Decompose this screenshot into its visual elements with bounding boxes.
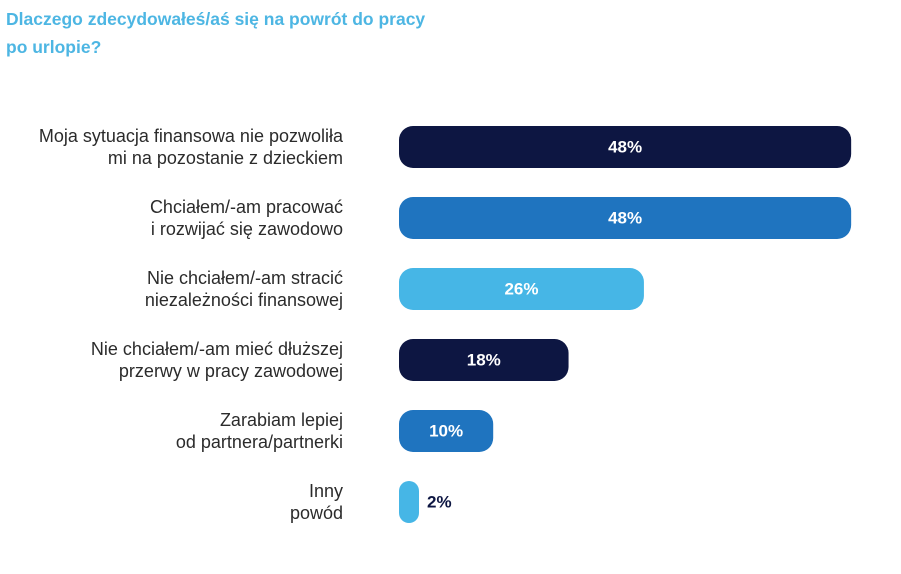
bar [399, 339, 569, 381]
category-label-line: Zarabiam lepiej [220, 410, 343, 430]
bar-row: 2% Inny powód [290, 481, 452, 523]
bar [399, 197, 852, 239]
bar-row: 18% Nie chciałem/-am mieć dłuższej przerwy… [91, 339, 569, 381]
bar-value-label: 48% [608, 209, 642, 228]
bar-row: 10% Zarabiam lepiej od partnera/partnerki [176, 410, 494, 452]
bar-value-label: 18% [467, 351, 501, 370]
category-label: Moja sytuacja finansowa nie pozwoliła mi … [39, 126, 344, 168]
bar-value-label: 2% [427, 493, 452, 512]
bar-row: 26% Nie chciałem/-am stracić niezależności… [145, 268, 644, 310]
category-label: Inny powód [290, 481, 343, 523]
category-label-line: Chciałem/-am pracować [150, 197, 343, 217]
bar [399, 410, 494, 452]
category-label-line: powód [290, 503, 343, 523]
bar-value-label: 10% [429, 422, 463, 441]
category-label-line: przerwy w pracy zawodowej [119, 361, 343, 381]
category-label-line: mi na pozostanie z dzieckiem [108, 148, 343, 168]
category-label-line: Nie chciałem/-am mieć dłuższej [91, 339, 343, 359]
category-label-line: od partnera/partnerki [176, 432, 343, 452]
category-label-line: Inny [309, 481, 343, 501]
category-label: Zarabiam lepiej od partnera/partnerki [176, 410, 343, 452]
bar [399, 126, 852, 168]
bar-row: 48% Moja sytuacja finansowa nie pozwoliła… [39, 126, 852, 168]
chart-title: Dlaczego zdecydowałeś/aś się na powrót d… [6, 9, 426, 57]
bar [399, 481, 419, 523]
category-label-line: niezależności finansowej [145, 290, 343, 310]
category-label: Nie chciałem/-am stracić niezależności fi… [145, 268, 343, 310]
category-label-line: i rozwijać się zawodowo [151, 219, 343, 239]
bar-value-label: 48% [608, 138, 642, 157]
bar [399, 268, 644, 310]
category-label-line: Nie chciałem/-am stracić [147, 268, 343, 288]
category-label: Nie chciałem/-am mieć dłuższej przerwy w … [91, 339, 343, 381]
bar-value-label: 26% [504, 280, 538, 299]
category-label-line: Moja sytuacja finansowa nie pozwoliła [39, 126, 344, 146]
category-label: Chciałem/-am pracować i rozwijać się zawo… [150, 197, 343, 239]
bar-row: 48% Chciałem/-am pracować i rozwijać się z… [150, 197, 852, 239]
